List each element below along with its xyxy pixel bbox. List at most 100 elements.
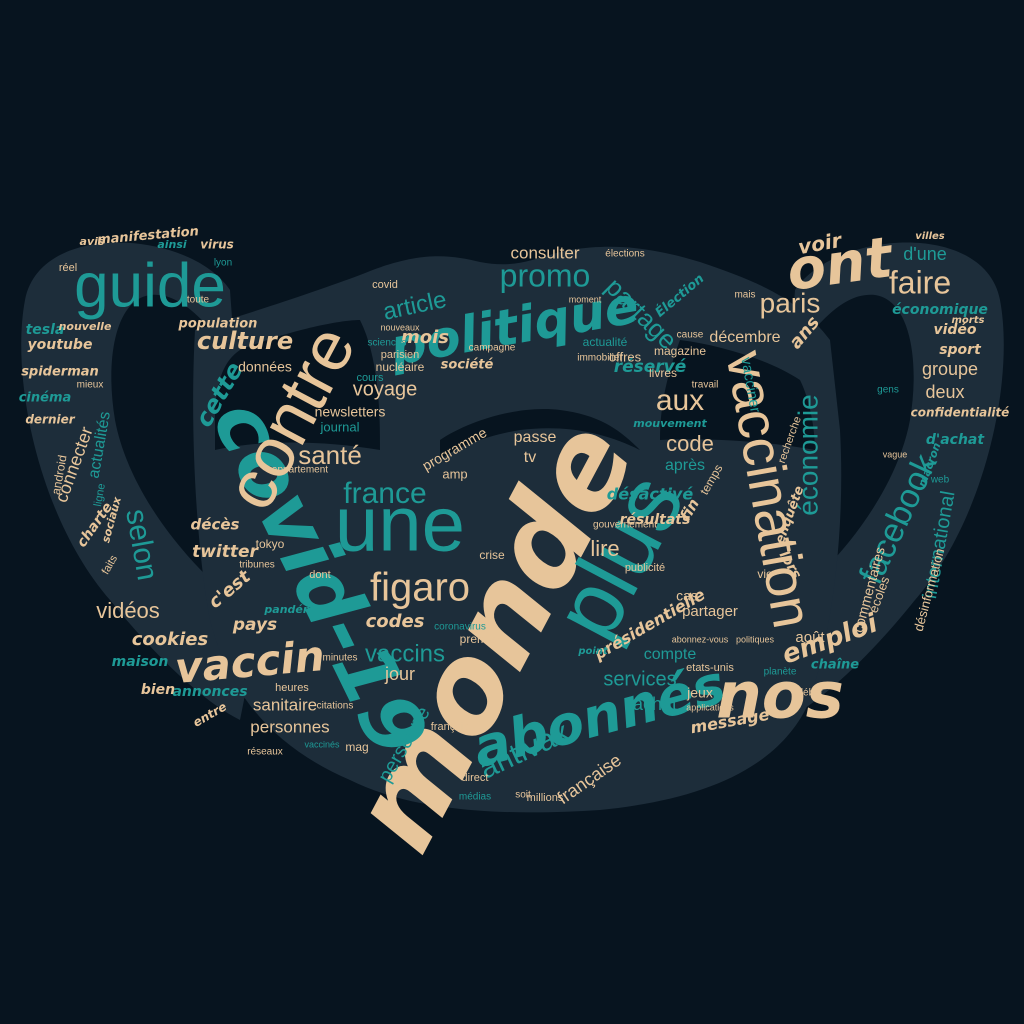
word-magazine: magazine [654,344,706,358]
word-abonnez-vous: abonnez-vous [672,634,729,644]
word-cas: cas [676,588,698,604]
word-voyage: voyage [353,378,418,400]
word-toute: toute [187,295,210,306]
word-pays: pays [232,615,277,635]
word-reserve: réservé [614,357,687,377]
word-jeux: jeux [686,685,713,701]
word-crise: crise [479,548,505,562]
word-newsletters: newsletters [315,404,386,420]
word-francais: français [431,721,470,733]
word-offres: offres [609,349,642,364]
word-millions: millions [527,792,564,804]
word-gens: gens [877,385,899,396]
word-appartement: appartement [272,465,328,476]
word-code: code [666,431,714,456]
word-android: android [49,454,70,496]
word-donnees: données [238,359,292,375]
word-partager: partager [682,603,738,620]
word-amp: amp [442,466,467,481]
word-economique: économique [892,302,988,318]
word-compte: compte [644,646,697,663]
word-travail: travail [692,380,719,391]
word-promo: promo [500,257,591,293]
word-vaccins: vaccins [365,640,445,667]
word-aout: août [795,629,825,646]
word-codes: codes [366,611,425,632]
face-mask-silhouette [21,242,1004,813]
word-mag: mag [345,740,368,754]
word-avis: avis [80,235,105,248]
word-citations: citations [317,701,354,712]
word-nouvelle: nouvelle [59,320,112,333]
word-vaccines: vaccinés [304,739,340,749]
word-dernier: dernier [25,413,75,427]
word-nucleaire: nucléaire [376,360,425,374]
word-tv: tv [524,449,536,466]
mask-fold-cutout [440,409,640,460]
word-sport: sport [939,342,982,358]
word-ligne: ligne [92,482,108,507]
word-maison: maison [112,654,169,670]
word-deces: décès [191,516,240,534]
word-nouveaux: nouveaux [380,322,420,332]
word-youtube: youtube [28,337,93,353]
word-sanitaire: sanitaire [253,695,317,714]
word-tribunes: tribunes [239,560,275,571]
word-planete: planète [764,667,797,678]
mask-upper-cutout [215,320,380,450]
word-bien: bien [141,682,175,698]
word-d-une: d'une [903,244,946,264]
word-personnes: personnes [250,717,329,736]
word-consulter: consulter [511,243,580,262]
word-pandemie: pandémie [263,603,326,616]
word-sciences: sciences [368,338,407,349]
word-faire: faire [889,264,951,300]
word-vague: vague [883,449,908,459]
word-tokyo: tokyo [256,537,285,551]
word-etats-unis: etats-unis [686,662,734,674]
word-d-achat: d'achat [926,432,985,448]
word-medias: médias [459,792,491,803]
word-reel: réel [59,262,77,274]
word-chaine: chaîne [811,658,859,673]
word-cinema: cinéma [19,391,72,406]
word-vie: vie [757,567,773,581]
word-heures: heures [275,682,309,694]
word-videos: vidéos [96,598,160,623]
word-virus: virus [200,238,234,252]
word-dont: dont [309,569,330,581]
word-ainsi: ainsi [157,238,187,251]
word-immobilier: immobilier [577,353,623,364]
word-desactive: désactivé [607,485,694,504]
word-villes: villes [915,231,945,242]
word-population: population [178,317,258,332]
word-apres: après [665,457,705,474]
word-morts: morts [952,315,985,326]
word-societe: société [441,358,494,373]
word-covid: covid [372,279,398,291]
word-services: services [603,668,676,690]
word-mois: mois [401,327,449,348]
word-groupe: groupe [922,359,978,379]
word-gouvernement: gouvernement [593,520,657,531]
word-premier: premier [460,632,501,646]
word-aux: aux [656,384,704,417]
word-une: une [335,480,465,568]
word-web: web [930,475,950,486]
word-resultats: résultats [620,512,691,528]
word-publicite: publicité [625,562,665,574]
word-parisien: parisien [381,349,420,361]
word-annonces: annonces [172,684,247,700]
word-mieux: mieux [77,380,104,391]
word-livres: livres [649,366,677,380]
word-paris: paris [760,287,821,318]
word-direct: direct [462,772,489,784]
word-point: point [577,646,609,657]
word-nos: nos [716,660,844,734]
word-tesla: tesla [26,322,65,338]
word-debat: débat [797,688,822,699]
word-video: vidéo [933,322,976,338]
word-economie: économie [792,394,823,515]
word-applications: applications [686,702,734,712]
